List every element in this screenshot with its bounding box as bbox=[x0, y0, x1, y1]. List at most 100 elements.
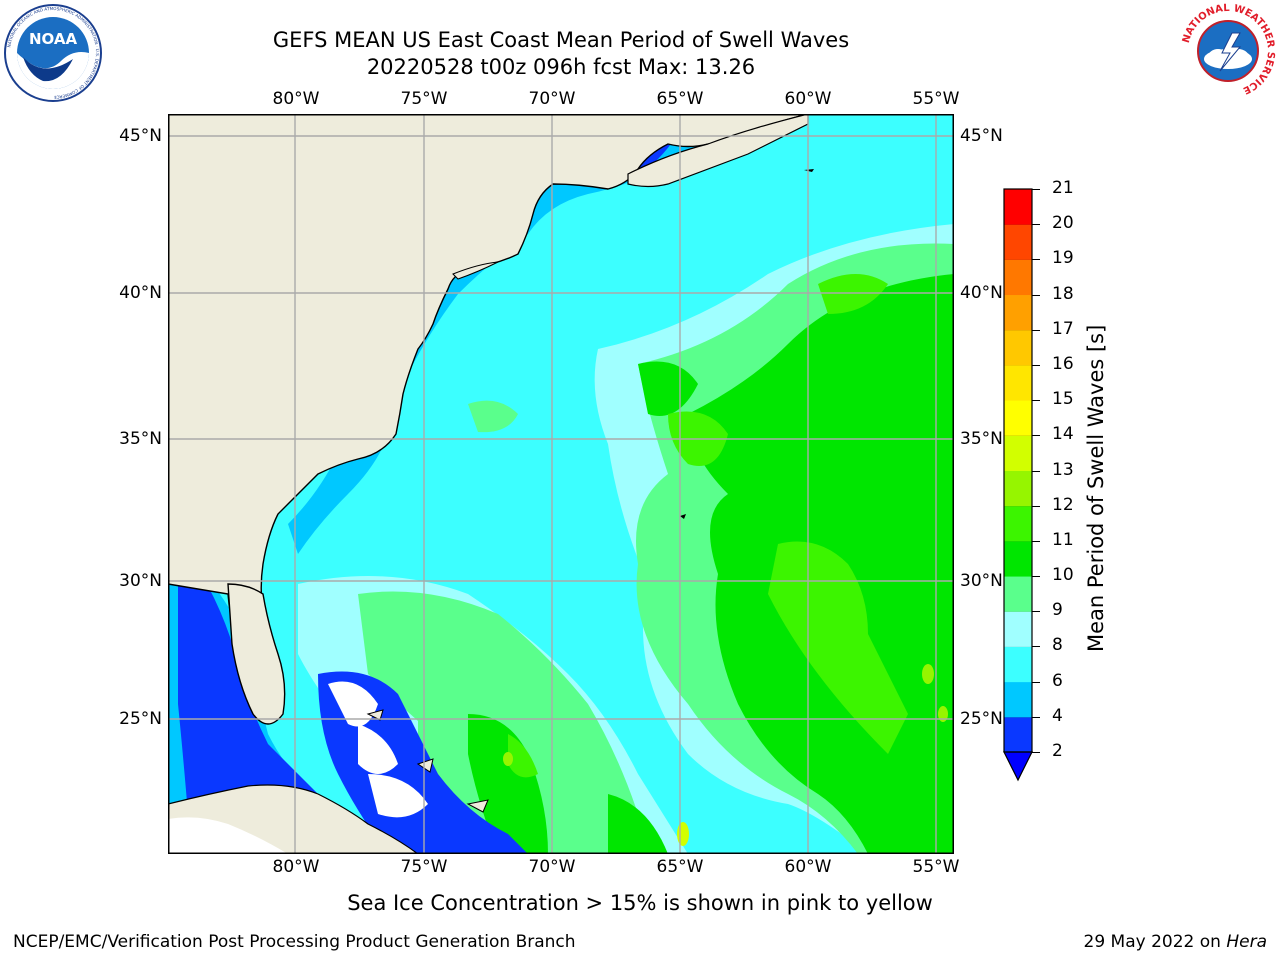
lat-label-right-35n: 35°N bbox=[960, 429, 1003, 449]
lat-label-left-40n: 40°N bbox=[119, 283, 162, 303]
colorbar-tick-mark bbox=[1032, 505, 1040, 507]
colorbar-segment bbox=[1004, 611, 1032, 647]
missing-data-cuba-north bbox=[168, 817, 288, 854]
swell-patch-11-12-b bbox=[508, 734, 538, 778]
missing-data-bahamas-a bbox=[328, 681, 378, 727]
lat-label-left-30n: 30°N bbox=[119, 571, 162, 591]
chart-subtitle: 20220528 t00z 096h fcst Max: 13.26 bbox=[366, 55, 756, 79]
land-florida bbox=[227, 583, 286, 725]
colorbar-segment bbox=[1004, 646, 1032, 683]
colorbar-tick-label: 15 bbox=[1052, 389, 1074, 410]
colorbar-tick-label: 13 bbox=[1052, 459, 1074, 480]
map-frame bbox=[168, 114, 954, 854]
chart-title: GEFS MEAN US East Coast Mean Period of S… bbox=[272, 28, 850, 52]
colorbar-tick-mark bbox=[1032, 646, 1040, 648]
colorbar-tick-label: 11 bbox=[1052, 529, 1074, 550]
colorbar-tick-label: 16 bbox=[1052, 353, 1074, 374]
lon-label-top-80w: 80°W bbox=[272, 89, 320, 109]
colorbar-tick-label: 9 bbox=[1052, 600, 1063, 621]
colorbar-title: Mean Period of Swell Waves [s] bbox=[1084, 324, 1108, 652]
colorbar-segment bbox=[1004, 435, 1032, 471]
colorbar-tick-mark bbox=[1032, 364, 1040, 366]
colorbar-segment bbox=[1004, 716, 1032, 753]
colorbar-extend-arrow bbox=[1003, 751, 1033, 782]
colorbar-tick-label: 21 bbox=[1052, 178, 1074, 198]
swell-patch-12-13 bbox=[922, 664, 934, 684]
lon-label-bottom-55w: 55°W bbox=[912, 857, 960, 877]
swell-patch-10-11-a bbox=[638, 361, 698, 416]
colorbar-tick-label: 8 bbox=[1052, 635, 1063, 656]
colorbar-tick-mark bbox=[1032, 224, 1040, 226]
colorbar-tick-mark bbox=[1032, 294, 1040, 296]
swell-patch-10-11-c bbox=[608, 794, 668, 854]
colorbar-segment bbox=[1004, 364, 1032, 401]
swell-patch-12-13-b bbox=[938, 706, 948, 722]
lat-label-right-40n: 40°N bbox=[960, 283, 1003, 303]
lat-label-left-45n: 45°N bbox=[119, 126, 162, 146]
colorbar-segment bbox=[1004, 224, 1032, 260]
colorbar-segment bbox=[1004, 259, 1032, 296]
colorbar-tick-label: 19 bbox=[1052, 248, 1074, 269]
noaa-logo: NOAA NATIONAL OCEANIC AND ATMOSPHERIC AD… bbox=[4, 4, 102, 102]
lat-label-right-45n: 45°N bbox=[960, 126, 1003, 146]
swell-patch-11-12-c bbox=[818, 274, 888, 314]
colorbar-tick-mark bbox=[1032, 681, 1040, 683]
colorbar-tick-label: 14 bbox=[1052, 424, 1074, 445]
colorbar-segment bbox=[1004, 576, 1032, 612]
swell-band-9-10-south bbox=[358, 591, 648, 854]
lon-label-top-55w: 55°W bbox=[912, 89, 960, 109]
land-bermuda bbox=[680, 514, 686, 519]
colorbar-tick-mark bbox=[1032, 189, 1040, 190]
footer-date: 29 May 2022 on Hera bbox=[1084, 932, 1268, 952]
colorbar-tick-mark bbox=[1032, 576, 1040, 578]
land-long-island bbox=[452, 261, 499, 280]
colorbar-tick-label: 12 bbox=[1052, 494, 1074, 515]
lat-label-right-25n: 25°N bbox=[960, 709, 1003, 729]
colorbar-segment bbox=[1004, 329, 1032, 366]
lat-label-left-25n: 25°N bbox=[119, 709, 162, 729]
lon-label-bottom-75w: 75°W bbox=[400, 857, 448, 877]
map-grid bbox=[168, 114, 954, 854]
swell-patch-10-11-b bbox=[468, 714, 548, 854]
lon-label-bottom-70w: 70°W bbox=[528, 857, 576, 877]
land-bahamas-a bbox=[366, 709, 384, 721]
colorbar-tick-mark bbox=[1032, 611, 1040, 613]
missing-data-bahamas-b bbox=[358, 724, 398, 774]
colorbar-segment bbox=[1004, 294, 1032, 331]
colorbar-segment bbox=[1004, 540, 1032, 577]
nws-logo: NATIONAL WEATHER SERVICE bbox=[1181, 3, 1276, 97]
lat-label-right-30n: 30°N bbox=[960, 571, 1003, 591]
colorbar-tick-label: 6 bbox=[1052, 670, 1063, 691]
swell-band-11-12 bbox=[768, 541, 908, 754]
noaa-logo-text: NOAA bbox=[29, 30, 78, 48]
lon-label-top-65w: 65°W bbox=[656, 89, 704, 109]
footer-date-text: 29 May 2022 on bbox=[1083, 932, 1227, 952]
sea-ice-caption: Sea Ice Concentration > 15% is shown in … bbox=[347, 891, 933, 915]
colorbar-tick-label: 10 bbox=[1052, 565, 1074, 586]
lon-label-top-60w: 60°W bbox=[784, 89, 832, 109]
colorbar-segment bbox=[1004, 681, 1032, 718]
colorbar-tick-label: 4 bbox=[1052, 705, 1063, 726]
colorbar-tick-label: 18 bbox=[1052, 283, 1074, 304]
swell-patch-9-10 bbox=[468, 400, 518, 433]
colorbar-segment bbox=[1004, 505, 1032, 542]
lon-label-bottom-60w: 60°W bbox=[784, 857, 832, 877]
colorbar-tick-label: 17 bbox=[1052, 318, 1074, 339]
lon-label-bottom-65w: 65°W bbox=[656, 857, 704, 877]
colorbar-tick-mark bbox=[1032, 329, 1040, 331]
colorbar-tick-mark bbox=[1032, 400, 1040, 402]
land-nova-scotia bbox=[627, 114, 809, 188]
lon-label-bottom-80w: 80°W bbox=[272, 857, 320, 877]
colorbar-tick-label: 20 bbox=[1052, 213, 1074, 234]
colorbar-tick-mark bbox=[1032, 435, 1040, 437]
footer-machine: Hera bbox=[1226, 932, 1267, 952]
footer-credit: NCEP/EMC/Verification Post Processing Pr… bbox=[13, 932, 576, 952]
colorbar-tick-mark bbox=[1032, 716, 1040, 718]
colorbar-tick-mark bbox=[1032, 752, 1040, 753]
colorbar-tick-label: 2 bbox=[1052, 741, 1063, 761]
colorbar-tick-mark bbox=[1032, 259, 1040, 261]
colorbar-segment bbox=[1004, 470, 1032, 507]
colorbar-tick-mark bbox=[1032, 540, 1040, 542]
missing-data-bahamas-c bbox=[368, 774, 428, 818]
map-area bbox=[168, 114, 954, 854]
